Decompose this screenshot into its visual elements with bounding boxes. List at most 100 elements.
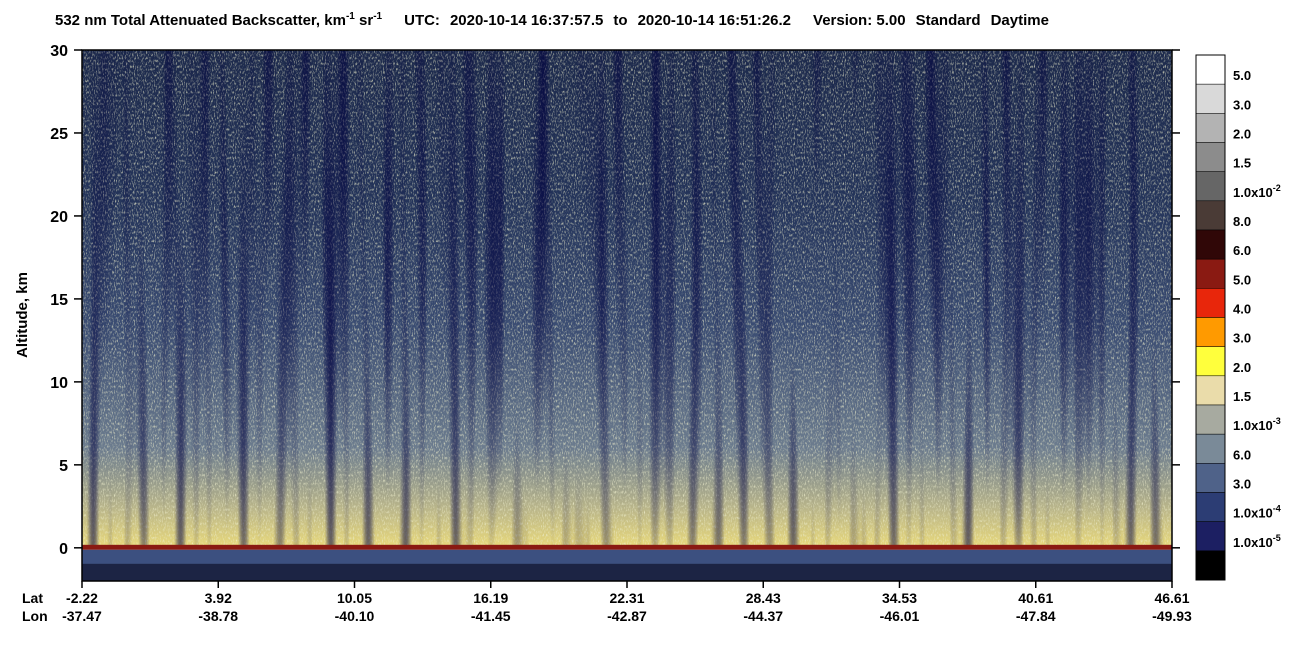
colorbar-cell bbox=[1195, 492, 1226, 522]
colorbar-label-sup: -2 bbox=[1273, 183, 1281, 193]
colorbar-label: 1.5 bbox=[1233, 389, 1251, 404]
y-tick-label: 20 bbox=[50, 209, 68, 226]
colorbar-label-text: 1.5 bbox=[1233, 389, 1251, 404]
colorbar-label-text: 2.0 bbox=[1233, 127, 1251, 142]
colorbar-label-text: 6.0 bbox=[1233, 447, 1251, 462]
colorbar-label-text: 2.0 bbox=[1233, 360, 1251, 375]
colorbar-label: 6.0 bbox=[1233, 447, 1251, 462]
title-part: -1 bbox=[373, 11, 382, 22]
x-tick-label: 10.05 bbox=[337, 590, 372, 606]
colorbar-label-text: 4.0 bbox=[1233, 302, 1251, 317]
colorbar-cell bbox=[1195, 550, 1226, 581]
title-part: UTC: bbox=[404, 12, 440, 29]
x-tick-label: 40.61 bbox=[1018, 590, 1053, 606]
colorbar-label-text: 1.0x10 bbox=[1233, 185, 1273, 200]
colorbar-label-sup: -5 bbox=[1273, 533, 1281, 543]
colorbar-label-sup: -4 bbox=[1273, 504, 1281, 514]
colorbar-label: 3.0 bbox=[1233, 97, 1251, 112]
x-tick-label: 28.43 bbox=[746, 590, 781, 606]
colorbar-label-text: 5.0 bbox=[1233, 272, 1251, 287]
colorbar-label: 1.0x10-3 bbox=[1233, 416, 1281, 433]
y-tick-label: 5 bbox=[59, 458, 68, 475]
x-tick-label: 3.92 bbox=[205, 590, 232, 606]
x-row-name: Lat bbox=[22, 590, 43, 606]
y-tick-label: 0 bbox=[59, 541, 68, 558]
y-axis-label: Altitude, km bbox=[14, 272, 31, 358]
colorbar-label-text: 5.0 bbox=[1233, 68, 1251, 83]
x-tick-label: -47.84 bbox=[1016, 608, 1056, 624]
y-tick-label: 15 bbox=[50, 292, 68, 309]
colorbar-label: 1.0x10-5 bbox=[1233, 533, 1281, 550]
x-tick-label: -46.01 bbox=[880, 608, 920, 624]
colorbar-cell bbox=[1195, 317, 1226, 347]
y-tick-label: 30 bbox=[50, 43, 68, 60]
x-tick-label: -42.87 bbox=[607, 608, 647, 624]
colorbar-cell bbox=[1195, 229, 1226, 260]
colorbar-cell bbox=[1195, 404, 1226, 435]
colorbar-cell bbox=[1195, 83, 1226, 114]
colorbar-label: 4.0 bbox=[1233, 302, 1251, 317]
title-part: 2020-10-14 16:51:26.2 bbox=[638, 12, 791, 29]
x-tick-label: 22.31 bbox=[609, 590, 644, 606]
colorbar-label-text: 6.0 bbox=[1233, 243, 1251, 258]
colorbar-cell bbox=[1195, 113, 1226, 143]
colorbar-cell bbox=[1195, 200, 1226, 231]
x-row-name: Lon bbox=[22, 608, 48, 624]
title-part: 2020-10-14 16:37:57.5 bbox=[450, 12, 603, 29]
colorbar-label: 1.0x10-4 bbox=[1233, 504, 1281, 521]
y-tick-label: 10 bbox=[50, 375, 68, 392]
colorbar-cell bbox=[1195, 171, 1226, 202]
x-tick-label: 16.19 bbox=[473, 590, 508, 606]
x-tick-label: -40.10 bbox=[335, 608, 375, 624]
colorbar-label-text: 3.0 bbox=[1233, 477, 1251, 492]
x-tick-label: -49.93 bbox=[1152, 608, 1192, 624]
x-tick-label: -38.78 bbox=[198, 608, 238, 624]
curtain-image bbox=[82, 50, 1172, 581]
x-tick-label: 34.53 bbox=[882, 590, 917, 606]
colorbar-frame bbox=[1195, 54, 1226, 581]
title-part: 532 nm Total Attenuated Backscatter, km bbox=[55, 12, 346, 29]
x-tick-label: 46.61 bbox=[1154, 590, 1189, 606]
y-tick-label: 25 bbox=[50, 126, 68, 143]
colorbar-label: 2.0 bbox=[1233, 360, 1251, 375]
colorbar-label-text: 1.5 bbox=[1233, 156, 1251, 171]
colorbar-label-sup: -3 bbox=[1273, 416, 1281, 426]
colorbar-label-text: 1.0x10 bbox=[1233, 418, 1273, 433]
title-part: sr bbox=[355, 12, 374, 29]
colorbar-label-text: 1.0x10 bbox=[1233, 535, 1273, 550]
colorbar-label: 5.0 bbox=[1233, 272, 1251, 287]
colorbar-cell bbox=[1195, 54, 1226, 85]
colorbar-label: 5.0 bbox=[1233, 68, 1251, 83]
x-tick-label: -41.45 bbox=[471, 608, 511, 624]
colorbar-label: 1.5 bbox=[1233, 156, 1251, 171]
title-part: Version: 5.00 bbox=[813, 12, 906, 29]
colorbar-cell bbox=[1195, 288, 1226, 318]
title-part: -1 bbox=[346, 11, 355, 22]
surface-band bbox=[82, 544, 1172, 550]
curtain-stripes bbox=[82, 50, 1172, 548]
colorbar-cell bbox=[1195, 463, 1226, 493]
title-part: to bbox=[613, 12, 627, 29]
subsurface-dark bbox=[82, 563, 1172, 581]
colorbar-label-text: 3.0 bbox=[1233, 97, 1251, 112]
colorbar-label-text: 8.0 bbox=[1233, 214, 1251, 229]
colorbar-label: 6.0 bbox=[1233, 243, 1251, 258]
colorbar-label: 1.0x10-2 bbox=[1233, 183, 1281, 200]
colorbar-cell bbox=[1195, 142, 1226, 172]
colorbar-cell bbox=[1195, 433, 1226, 464]
x-tick-label: -2.22 bbox=[66, 590, 98, 606]
colorbar-label: 3.0 bbox=[1233, 331, 1251, 346]
colorbar-label-text: 1.0x10 bbox=[1233, 506, 1273, 521]
colorbar-cell bbox=[1195, 375, 1226, 406]
colorbar-label: 8.0 bbox=[1233, 214, 1251, 229]
x-tick-label: -37.47 bbox=[62, 608, 102, 624]
colorbar-label: 3.0 bbox=[1233, 477, 1251, 492]
chart-title: 532 nm Total Attenuated Backscatter, km-… bbox=[55, 11, 1049, 29]
title-part: Daytime bbox=[991, 12, 1049, 29]
x-tick-label: -44.37 bbox=[743, 608, 783, 624]
colorbar-label: 2.0 bbox=[1233, 127, 1251, 142]
colorbar-cell bbox=[1195, 258, 1226, 289]
colorbar-cell bbox=[1195, 346, 1226, 377]
colorbar-cell bbox=[1195, 521, 1226, 552]
